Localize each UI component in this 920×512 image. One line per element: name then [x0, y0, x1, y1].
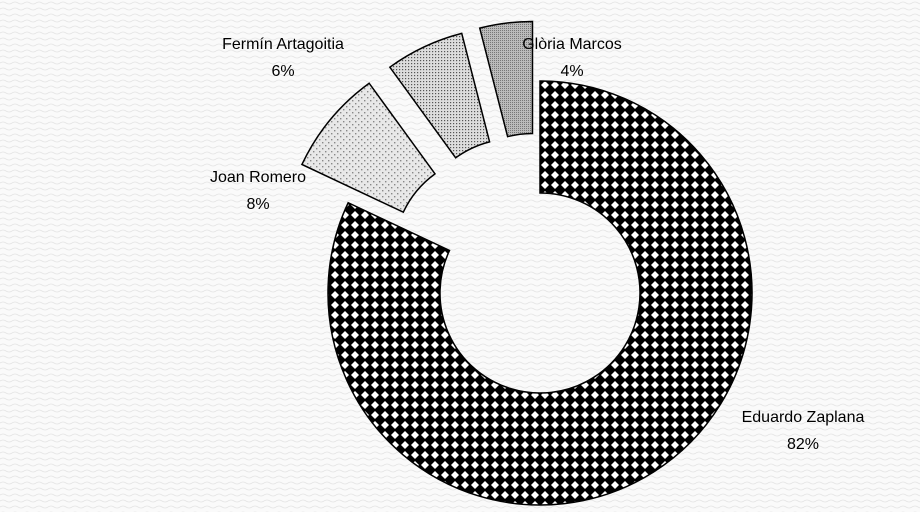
slice-label: Fermín Artagoitia — [222, 36, 344, 53]
slice-value-label: 8% — [246, 196, 269, 213]
slices — [300, 20, 753, 506]
slice — [300, 82, 437, 214]
labels: Eduardo Zaplana 82% Joan Romero 8% Fermín Ar… — [210, 36, 865, 453]
slice-label: Glòria Marcos — [522, 36, 622, 53]
slice-value-label: 6% — [271, 63, 294, 80]
slice-label: Eduardo Zaplana — [742, 409, 865, 426]
slice — [478, 20, 534, 138]
slice — [327, 80, 753, 506]
slice-value-label: 82% — [787, 436, 819, 453]
slice-value-label: 4% — [560, 63, 583, 80]
slice-label: Joan Romero — [210, 169, 306, 186]
slice — [388, 32, 491, 159]
